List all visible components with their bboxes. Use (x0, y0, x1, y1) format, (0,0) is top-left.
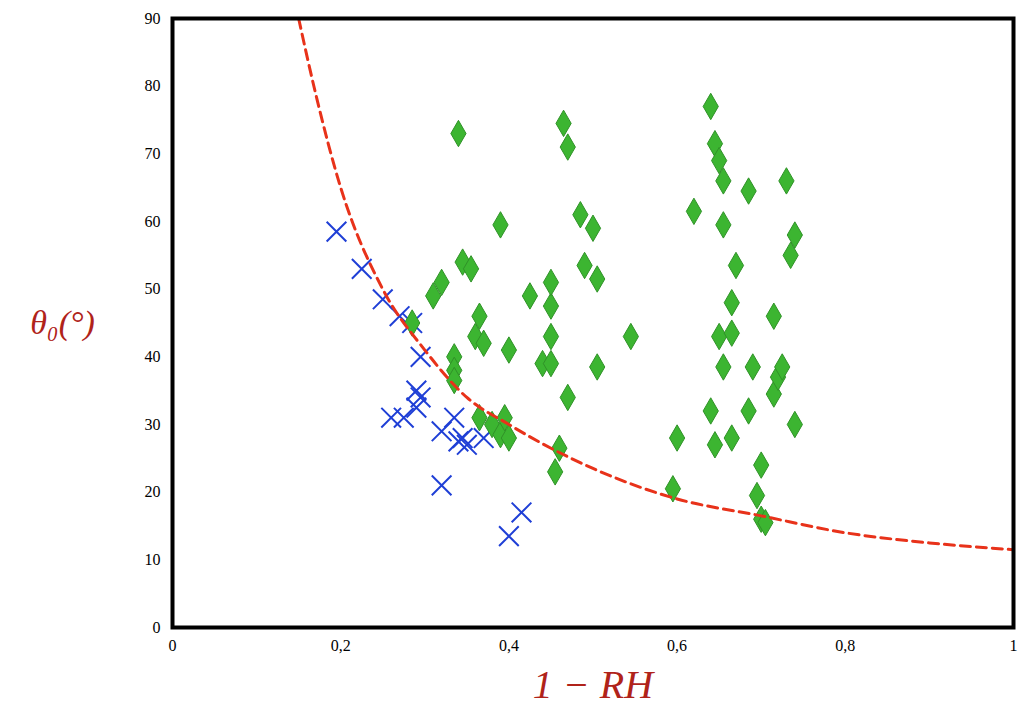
svg-text:θ₀(°): θ₀(°) (30, 304, 95, 342)
svg-text:50: 50 (145, 280, 161, 297)
svg-text:0,4: 0,4 (499, 637, 519, 654)
svg-text:1: 1 (1010, 637, 1018, 654)
svg-text:90: 90 (145, 10, 161, 27)
svg-text:70: 70 (145, 145, 161, 162)
svg-text:0: 0 (153, 619, 161, 636)
svg-text:0: 0 (169, 637, 177, 654)
svg-text:80: 80 (145, 77, 161, 94)
svg-text:0,8: 0,8 (835, 637, 855, 654)
svg-text:60: 60 (145, 213, 161, 230)
svg-text:40: 40 (145, 348, 161, 365)
svg-text:10: 10 (145, 551, 161, 568)
svg-text:20: 20 (145, 483, 161, 500)
svg-text:30: 30 (145, 416, 161, 433)
svg-text:0,2: 0,2 (331, 637, 351, 654)
svg-text:1 − RH: 1 − RH (533, 662, 655, 707)
svg-text:0,6: 0,6 (667, 637, 687, 654)
